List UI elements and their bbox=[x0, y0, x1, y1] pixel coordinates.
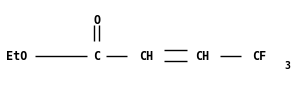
Text: CH: CH bbox=[196, 50, 210, 62]
Text: CF: CF bbox=[252, 50, 266, 62]
Text: 3: 3 bbox=[284, 60, 290, 70]
Text: C: C bbox=[93, 50, 100, 62]
Text: CH: CH bbox=[139, 50, 153, 62]
Text: O: O bbox=[93, 14, 100, 27]
Text: EtO: EtO bbox=[6, 50, 28, 62]
